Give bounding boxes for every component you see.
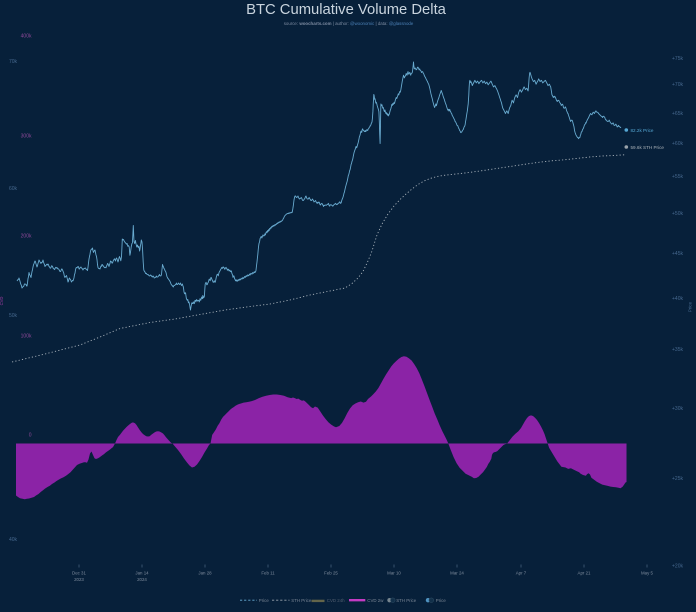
svg-text:2024: 2024	[137, 577, 147, 582]
svg-text:200k: 200k	[21, 234, 32, 240]
svg-text:+25k: +25k	[672, 476, 683, 482]
svg-text:CVD 24h: CVD 24h	[327, 598, 345, 603]
svg-text:+20k: +20k	[672, 563, 683, 569]
svg-text:CVD: CVD	[0, 297, 4, 306]
svg-text:0: 0	[29, 433, 32, 439]
svg-text:40k: 40k	[9, 537, 18, 543]
svg-text:Mar 24: Mar 24	[450, 571, 464, 576]
svg-text:Jan 28: Jan 28	[198, 571, 212, 576]
svg-text:+70k: +70k	[672, 82, 683, 88]
svg-text:Price: Price	[259, 598, 270, 603]
svg-text:Price: Price	[688, 301, 693, 312]
svg-text:+40k: +40k	[672, 296, 683, 302]
svg-text:CVD 2w: CVD 2w	[367, 598, 384, 603]
svg-text:60k: 60k	[9, 186, 18, 192]
svg-text:Apr 7: Apr 7	[516, 571, 527, 576]
svg-text:+50k: +50k	[672, 211, 683, 217]
svg-text:+45k: +45k	[672, 251, 683, 257]
svg-text:+75k: +75k	[672, 56, 683, 62]
svg-text:Price: Price	[436, 598, 447, 603]
svg-text:STH Price: STH Price	[396, 598, 417, 603]
svg-text:May 5: May 5	[641, 571, 654, 576]
svg-text:BTC Cumulative Volume Delta: BTC Cumulative Volume Delta	[246, 2, 447, 18]
svg-text:Feb 25: Feb 25	[324, 571, 338, 576]
svg-text:+55k: +55k	[672, 174, 683, 180]
svg-text:Feb 11: Feb 11	[261, 571, 275, 576]
svg-text:+35k: +35k	[672, 347, 683, 353]
svg-text:Dec 31: Dec 31	[72, 571, 86, 576]
svg-text:300k: 300k	[21, 134, 32, 140]
svg-text:Jan 14: Jan 14	[135, 571, 149, 576]
svg-text:70k: 70k	[9, 59, 18, 65]
svg-text:59.6k STH Price: 59.6k STH Price	[631, 145, 665, 150]
svg-text:+30k: +30k	[672, 406, 683, 412]
svg-text:Mar 10: Mar 10	[387, 571, 401, 576]
svg-text:+65k: +65k	[672, 111, 683, 117]
svg-text:400k: 400k	[21, 34, 32, 40]
svg-text:100k: 100k	[21, 334, 32, 340]
svg-text:82.2k Price: 82.2k Price	[631, 128, 654, 133]
svg-text:STH Price: STH Price	[291, 598, 312, 603]
svg-text:50k: 50k	[9, 313, 18, 319]
svg-text:Apr 21: Apr 21	[578, 571, 591, 576]
svg-text:source: woocharts.com | author: source: woocharts.com | author: @woonomi…	[284, 21, 414, 26]
svg-text:2023: 2023	[74, 577, 84, 582]
svg-text:+60k: +60k	[672, 141, 683, 147]
